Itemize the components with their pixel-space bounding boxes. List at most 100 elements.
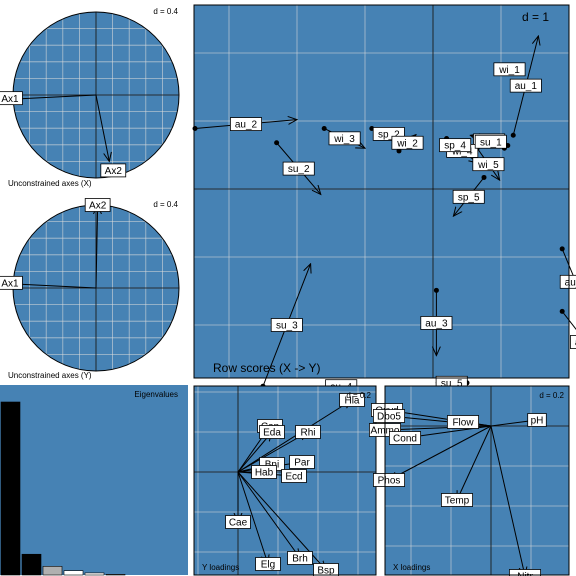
label-wi-2: wi_2 [396,138,418,149]
panel-border [193,4,570,379]
label-hab: Hab [255,468,274,479]
label-cond: Cond [393,434,417,445]
label-hla: Hla [344,396,359,407]
label-au-3-box [420,316,453,330]
label-par-box [289,455,315,469]
label-nitr-box [508,569,541,576]
label-ax2-box [100,163,127,178]
label-wi-5: wi_5 [477,160,499,171]
label-su-1: su_1 [480,137,502,148]
label-ax2: Ax2 [105,166,123,177]
label-flow-box [446,415,479,429]
label-cae-box [225,515,251,529]
label-ax1: Ax1 [1,278,19,289]
label-au-1-box [509,78,542,93]
panel-title: Y loadings [202,563,239,572]
label-ax2: Ax2 [89,201,107,212]
label-flow: Flow [452,418,474,429]
label-sp-2: sp_2 [378,130,400,141]
label-phos: Phos [378,476,401,487]
label-su-5: su_5 [441,378,463,389]
label-sp-4: sp_4 [444,141,466,152]
eigenvalue-bar-1 [0,401,21,576]
arrow-nitr [490,425,525,576]
label-su-3-box [270,318,303,332]
arrow-au-4 [561,311,576,330]
label-hab-box [251,465,277,479]
label-bsp: Bsp [317,566,335,576]
label-sp-5: sp_5 [458,192,480,203]
label-su-2-box [282,161,315,176]
label-bsp-box [313,563,339,576]
label-au-1: au_1 [515,81,538,92]
label-ax1-box [0,275,23,290]
label-brh: Brh [292,554,308,565]
label-wi-3-box [328,131,361,146]
panel-x_loadings: OxydDbo5FlowpHAmmoCondPhosTempNitrd = 0.… [368,385,570,576]
panel-title: X loadings [393,563,430,572]
label-wi-3: wi_3 [333,134,355,145]
label-cond-box [388,431,421,445]
label-au-2: au_2 [235,120,258,131]
label-elg-box [255,557,281,571]
label-au-2-box [229,117,262,131]
label-dbo5-box [372,409,405,423]
arrow-elg [237,471,268,564]
label-su-1-box [474,134,507,149]
arrow-ax1 [13,284,97,288]
label-ph: pH [531,416,544,427]
label-phos-box [372,473,405,487]
arrow-ax2 [96,205,98,289]
label-au-4-box [570,335,576,349]
label-ph-box [527,413,547,427]
label-wi-5-box [472,157,505,172]
arrow-temp [457,425,492,500]
grid [194,386,376,575]
arrow-phos [389,425,492,480]
panel-x_axes: Ax1 Ax2 d = 0.4 Unconstrained axes (X) [0,7,180,188]
scale-label: d = 0.4 [153,200,178,209]
label-au-4: au_4 [575,338,576,349]
label-brh-box [287,551,313,565]
panel-title: Eigenvalues [134,390,178,399]
panel-border [384,385,570,576]
label-temp: Temp [445,496,470,507]
label-eda: Eda [263,428,281,439]
eigenvalue-bar-2 [21,553,42,576]
label-sp-4-box [439,138,472,153]
eigenvalue-bar-6 [105,574,126,576]
label-par: Par [294,458,310,469]
arrow-hla [237,400,352,473]
label-rhi: Rhi [300,428,315,439]
panel-eigenvalues: Eigenvalues [0,385,188,576]
eigenvalue-bar-3 [42,566,63,576]
scale-label: d = 1 [522,10,549,24]
label-su-2: su_2 [288,164,310,175]
label-eda-box [259,425,285,439]
panel-title: Unconstrained axes (X) [8,179,92,188]
label-wi-1-box [493,62,526,77]
label-ecd: Ecd [285,472,302,483]
panel-background [0,385,188,575]
arrow-ax2 [95,94,109,161]
label-su-3: su_3 [276,321,298,332]
eigenvalue-bar-5 [84,572,105,576]
label-rhi-box [295,425,321,439]
arrow-ax1 [13,95,97,99]
label-ax2-box [84,198,111,212]
label-nitr: Nitr [517,572,533,576]
label-wi-1: wi_1 [498,65,520,76]
label-au-5: au_5 [565,277,576,288]
label-ax1: Ax1 [1,94,19,105]
scale-label: d = 0.4 [153,7,178,16]
eigenvalue-bar-4 [63,570,84,576]
label-wi-2-box [391,135,424,150]
panel-y_axes: Ax1 Ax2 d = 0.4 Unconstrained axes (Y) [0,198,180,380]
label-sp-5-box [452,189,485,204]
label-au-3: au_3 [425,319,448,330]
label-cae: Cae [229,518,248,529]
label-temp-box [440,493,473,507]
panel-title: Unconstrained axes (Y) [8,371,92,380]
label-elg: Elg [261,560,275,571]
